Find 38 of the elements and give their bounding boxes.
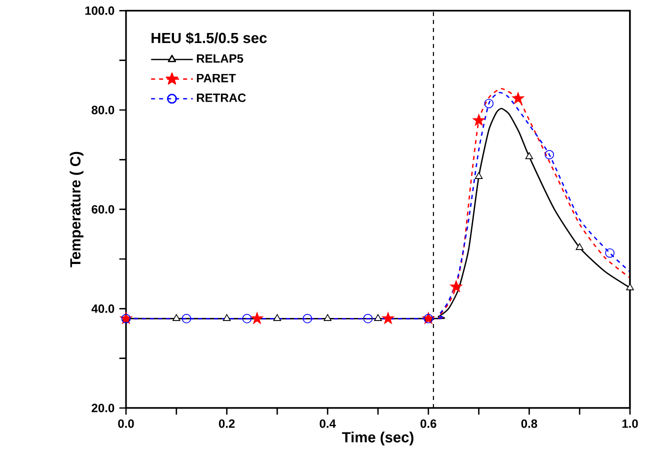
y-tick-label: 100.0 bbox=[85, 6, 114, 15]
point bbox=[363, 314, 373, 324]
point bbox=[302, 314, 312, 324]
x-tick-label: 0.8 bbox=[521, 419, 538, 428]
point bbox=[382, 312, 394, 324]
y-tick-label: 20.0 bbox=[92, 404, 114, 412]
x-axis-title: Time (sec) bbox=[342, 432, 414, 446]
y-tick-label: 80.0 bbox=[92, 106, 114, 114]
point bbox=[182, 314, 192, 324]
point bbox=[626, 283, 634, 290]
legend-label: PARET bbox=[196, 74, 236, 82]
point bbox=[474, 172, 483, 179]
x-tick-label: 1.0 bbox=[622, 419, 638, 428]
point bbox=[450, 280, 462, 292]
point bbox=[525, 152, 534, 160]
x-tick-label: 0.6 bbox=[420, 419, 436, 428]
legend-label: RETRAC bbox=[196, 94, 246, 102]
x-tick-label: 0.2 bbox=[218, 419, 235, 428]
point bbox=[472, 114, 485, 126]
y-tick-label: 40.0 bbox=[91, 304, 114, 313]
point bbox=[324, 314, 332, 321]
point bbox=[273, 314, 282, 321]
x-tick-label: 0.4 bbox=[320, 419, 336, 428]
point bbox=[576, 243, 584, 250]
point bbox=[222, 314, 231, 321]
legend-label: RELAP5 bbox=[196, 54, 244, 63]
point bbox=[484, 98, 494, 108]
legend-title: HEU $1.5/0.5 sec bbox=[152, 32, 267, 44]
x-tick-label: 0.0 bbox=[118, 419, 134, 428]
point bbox=[172, 314, 180, 321]
y-axis-title: Temperature ( C) bbox=[70, 152, 84, 268]
point bbox=[242, 314, 252, 324]
point bbox=[251, 312, 264, 324]
point bbox=[605, 248, 615, 258]
point bbox=[544, 150, 554, 160]
y-tick-label: 60.0 bbox=[92, 205, 114, 214]
point bbox=[512, 92, 524, 104]
point bbox=[374, 314, 382, 321]
